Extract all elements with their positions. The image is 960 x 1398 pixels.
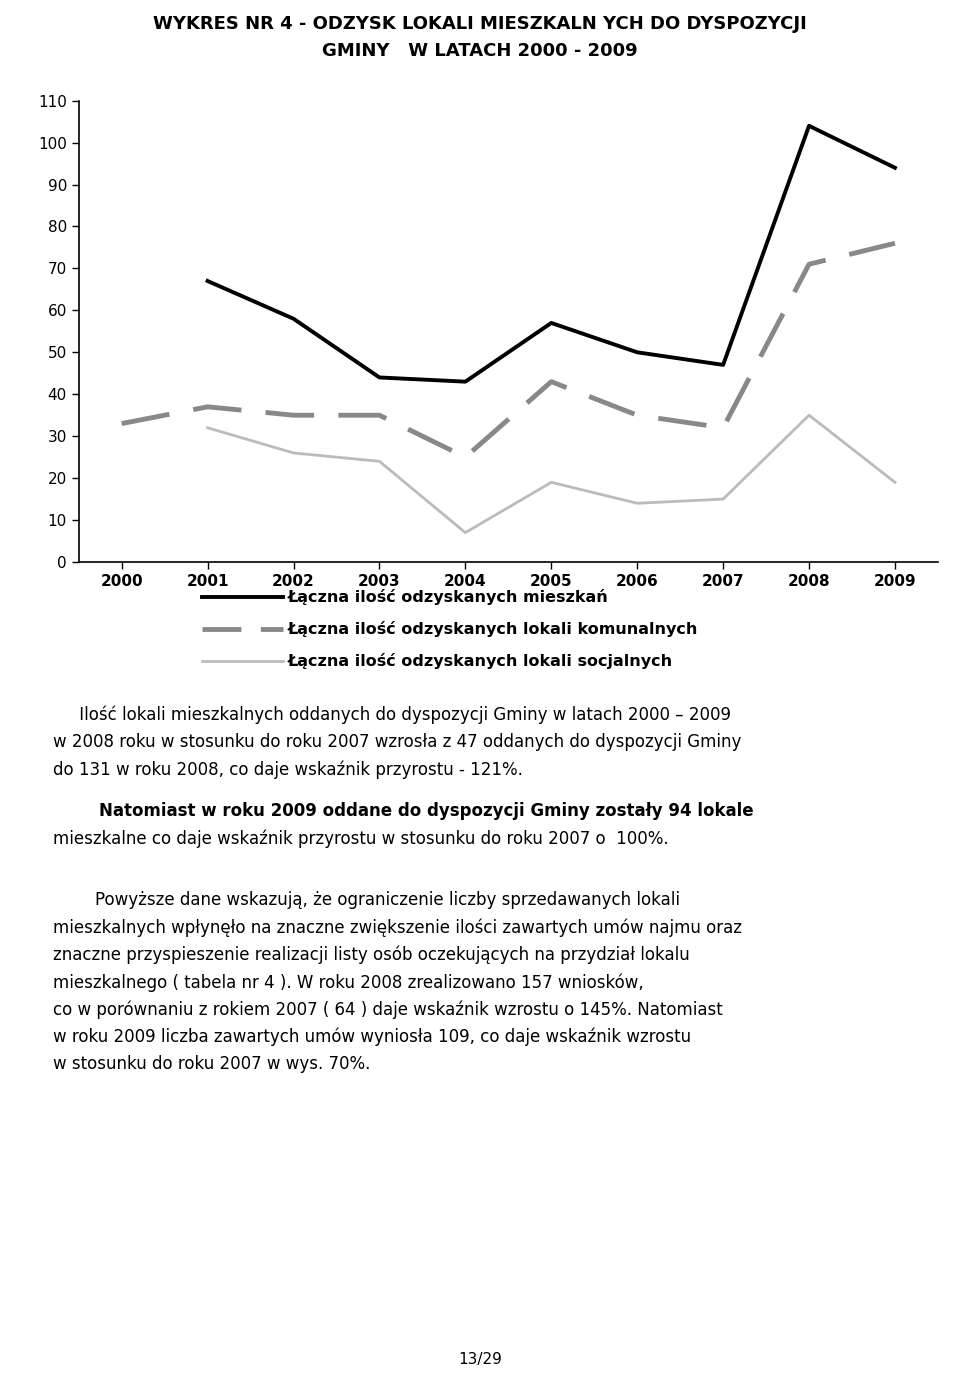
Text: w 2008 roku w stosunku do roku 2007 wzrosła z 47 oddanych do dyspozycji Gminy: w 2008 roku w stosunku do roku 2007 wzro… [53, 733, 741, 751]
Text: mieszkalne co daje wskaźnik przyrostu w stosunku do roku 2007 o  100%.: mieszkalne co daje wskaźnik przyrostu w … [53, 829, 668, 847]
Text: w stosunku do roku 2007 w wys. 70%.: w stosunku do roku 2007 w wys. 70%. [53, 1054, 371, 1072]
Text: Łączna ilość odzyskanych mieszkań: Łączna ilość odzyskanych mieszkań [288, 589, 609, 605]
Text: 13/29: 13/29 [458, 1352, 502, 1367]
Text: mieszkalnych wpłynęło na znaczne zwiększenie ilości zawartych umów najmu oraz: mieszkalnych wpłynęło na znaczne zwiększ… [53, 918, 742, 937]
Text: do 131 w roku 2008, co daje wskaźnik przyrostu - 121%.: do 131 w roku 2008, co daje wskaźnik prz… [53, 761, 522, 779]
Text: Powyższe dane wskazują, że ograniczenie liczby sprzedawanych lokali: Powyższe dane wskazują, że ograniczenie … [53, 892, 680, 909]
Text: co w porównaniu z rokiem 2007 ( 64 ) daje wskaźnik wzrostu o 145%. Natomiast: co w porównaniu z rokiem 2007 ( 64 ) daj… [53, 1001, 723, 1019]
Text: mieszkalnego ( tabela nr 4 ). W roku 2008 zrealizowano 157 wniosków,: mieszkalnego ( tabela nr 4 ). W roku 200… [53, 973, 643, 991]
Text: WYKRES NR 4 - ODZYSK LOKALI MIESZKALN YCH DO DYSPOZYCJI: WYKRES NR 4 - ODZYSK LOKALI MIESZKALN YC… [154, 15, 806, 34]
Text: Łączna ilość odzyskanych lokali komunalnych: Łączna ilość odzyskanych lokali komunaln… [288, 621, 698, 637]
Text: Ilość lokali mieszkalnych oddanych do dyspozycji Gminy w latach 2000 – 2009: Ilość lokali mieszkalnych oddanych do dy… [53, 706, 731, 724]
Text: znaczne przyspieszenie realizacji listy osób oczekujących na przydział lokalu: znaczne przyspieszenie realizacji listy … [53, 945, 689, 965]
Text: Łączna ilość odzyskanych lokali socjalnych: Łączna ilość odzyskanych lokali socjalny… [288, 653, 673, 670]
Text: GMINY   W LATACH 2000 - 2009: GMINY W LATACH 2000 - 2009 [323, 42, 637, 60]
Text: w roku 2009 liczba zawartych umów wyniosła 109, co daje wskaźnik wzrostu: w roku 2009 liczba zawartych umów wynios… [53, 1028, 691, 1046]
Text: Natomiast w roku 2009 oddane do dyspozycji Gminy zostały 94 lokale: Natomiast w roku 2009 oddane do dyspozyc… [53, 802, 754, 819]
